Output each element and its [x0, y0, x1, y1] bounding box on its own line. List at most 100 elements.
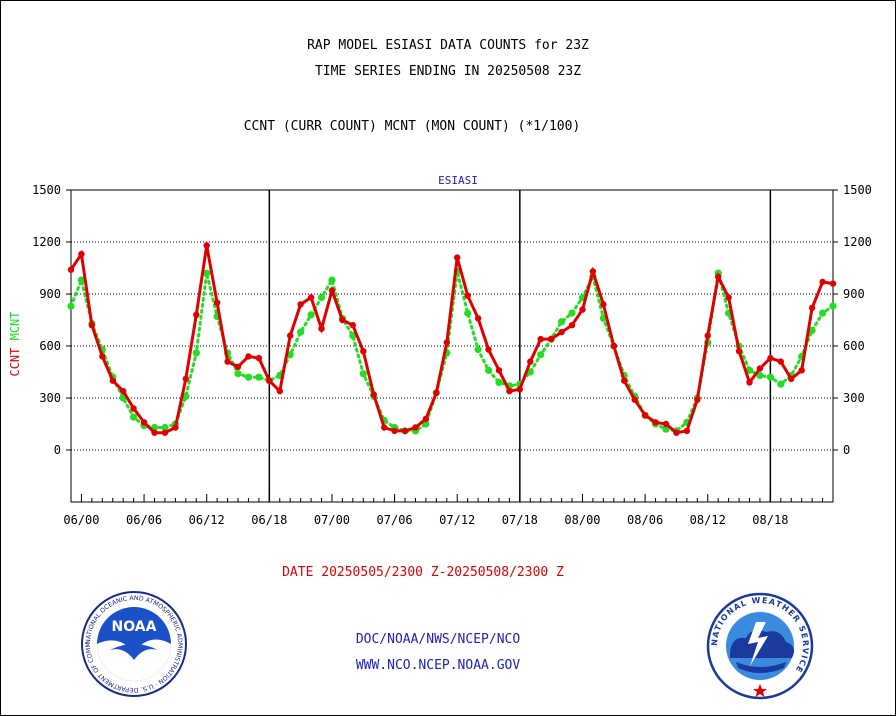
data-point-ccnt: [360, 348, 367, 355]
y-tick-label-right: 0: [843, 443, 850, 457]
y-axis-label-mcnt: MCNT: [8, 311, 22, 340]
data-point-ccnt: [558, 328, 565, 336]
data-point-ccnt: [516, 386, 523, 393]
y-tick-label-left: 1200: [32, 235, 61, 249]
data-point-mcnt: [359, 370, 367, 378]
data-point-ccnt: [474, 315, 482, 322]
x-tick-label: 06/12: [189, 513, 225, 527]
data-point-ccnt: [109, 377, 117, 384]
data-point-ccnt: [182, 375, 189, 383]
data-point-ccnt: [172, 424, 179, 431]
data-point-ccnt: [464, 292, 471, 299]
data-point-ccnt: [735, 348, 743, 355]
data-point-ccnt: [777, 358, 784, 365]
data-point-mcnt: [317, 293, 326, 302]
data-point-mcnt: [234, 370, 242, 378]
data-point-ccnt: [151, 429, 158, 436]
data-point-mcnt: [161, 423, 169, 432]
data-point-mcnt: [756, 371, 764, 380]
noaa-logo-name: NOAA: [112, 619, 157, 635]
data-point-ccnt: [255, 354, 263, 362]
x-tick-label: 07/12: [439, 513, 475, 527]
data-point-ccnt: [276, 387, 283, 395]
data-point-mcnt: [297, 328, 305, 336]
data-point-mcnt: [349, 332, 357, 340]
data-point-mcnt: [474, 345, 482, 354]
data-point-ccnt: [140, 419, 148, 426]
x-tick-label: 06/06: [126, 513, 162, 527]
y-tick-label-left: 0: [54, 443, 61, 457]
data-point-mcnt: [484, 366, 493, 374]
x-tick-label: 08/18: [752, 513, 788, 527]
date-range-label: DATE 20250505/2300 Z-20250508/2300 Z: [282, 565, 564, 580]
data-point-ccnt: [788, 375, 795, 383]
data-point-ccnt: [694, 396, 701, 403]
data-point-ccnt: [213, 299, 221, 306]
y-tick-label-right: 1200: [843, 235, 872, 249]
data-point-mcnt: [244, 373, 253, 381]
data-point-ccnt: [422, 415, 430, 422]
data-point-ccnt: [78, 250, 85, 258]
data-point-mcnt: [67, 302, 75, 310]
data-point-ccnt: [370, 391, 377, 398]
data-point-ccnt: [641, 412, 649, 419]
series-ccnt: [67, 242, 837, 436]
data-point-ccnt: [495, 367, 503, 374]
data-point-ccnt: [704, 332, 711, 339]
data-point-ccnt: [506, 387, 513, 395]
data-point-ccnt: [349, 322, 356, 329]
data-point-ccnt: [454, 254, 461, 261]
y-tick-label-right: 900: [843, 287, 865, 301]
data-point-ccnt: [234, 363, 242, 370]
data-point-ccnt: [401, 427, 409, 435]
data-point-ccnt: [548, 335, 555, 343]
x-tick-label: 08/00: [564, 513, 600, 527]
data-point-ccnt: [819, 278, 826, 286]
y-tick-label-left: 900: [39, 287, 61, 301]
data-point-ccnt: [307, 294, 315, 301]
data-point-ccnt: [808, 304, 816, 312]
data-point-ccnt: [99, 353, 106, 360]
footer-org-path: DOC/NOAA/NWS/NCEP/NCO: [355, 632, 521, 647]
data-point-ccnt: [537, 335, 544, 343]
x-tick-label: 08/12: [690, 513, 726, 527]
chart-title-line-1: RAP MODEL ESIASI DATA COUNTS for 23Z: [307, 38, 589, 53]
x-tick-label: 06/00: [63, 513, 99, 527]
data-point-mcnt: [537, 351, 545, 359]
x-tick-label: 08/06: [627, 513, 663, 527]
data-point-mcnt: [130, 413, 138, 421]
data-point-ccnt: [652, 419, 659, 426]
data-point-ccnt: [568, 322, 576, 329]
data-point-ccnt: [391, 427, 398, 435]
y-tick-label-left: 300: [39, 391, 61, 405]
data-point-ccnt: [433, 389, 440, 396]
data-point-ccnt: [767, 354, 774, 362]
data-point-ccnt: [88, 322, 96, 329]
plot-title: ESIASI: [438, 174, 478, 187]
data-point-ccnt: [297, 301, 304, 308]
data-point-ccnt: [412, 424, 419, 431]
data-point-ccnt: [203, 242, 210, 249]
noaa-logo: NOAA NATIONAL OCEANIC AND ATMOSPHERIC AD…: [80, 590, 187, 697]
data-point-ccnt: [339, 316, 346, 324]
data-point-mcnt: [192, 349, 200, 357]
data-point-ccnt: [161, 429, 169, 436]
data-point-ccnt: [631, 396, 638, 403]
data-point-ccnt: [318, 325, 325, 332]
data-point-ccnt: [829, 280, 837, 287]
data-point-ccnt: [443, 339, 450, 346]
data-point-mcnt: [808, 326, 816, 334]
footer-website: WWW.NCO.NCEP.NOAA.GOV: [355, 658, 521, 673]
data-point-ccnt: [67, 266, 75, 273]
data-point-mcnt: [766, 373, 775, 381]
x-tick-label: 07/18: [502, 513, 538, 527]
data-point-mcnt: [203, 269, 211, 277]
data-point-ccnt: [245, 353, 252, 360]
data-point-ccnt: [287, 332, 294, 339]
chart-title-line-3: CCNT (CURR COUNT) MCNT (MON COUNT) (*1/1…: [243, 119, 581, 134]
nws-logo: NATIONAL WEATHER SERVICE: [706, 592, 814, 700]
y-tick-label-right: 600: [843, 339, 865, 353]
data-point-mcnt: [77, 276, 85, 284]
x-tick-label: 07/00: [314, 513, 350, 527]
nws-logo-star-icon: [753, 684, 767, 697]
